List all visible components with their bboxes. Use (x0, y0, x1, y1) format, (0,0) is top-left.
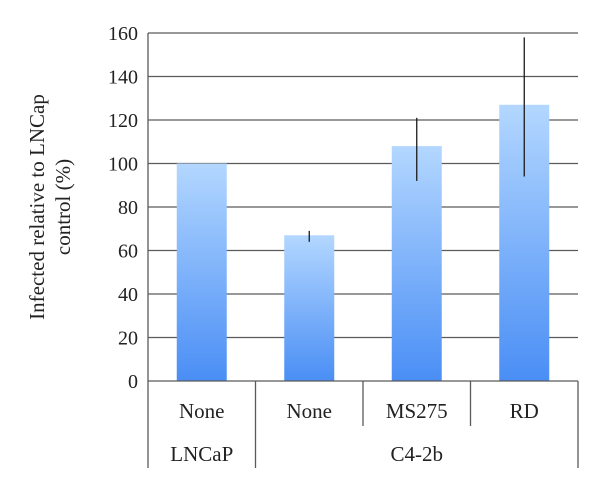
category-labels: None None MS275 RD LNCaP C4-2b (170, 399, 539, 466)
bar (391, 146, 442, 381)
axes (147, 33, 579, 468)
y-tick-label: 80 (118, 197, 138, 219)
y-tick-label: 20 (118, 328, 138, 350)
error-bars (308, 37, 525, 242)
y-tick-label: 160 (108, 23, 138, 45)
y-axis-title-line-2: control (%) (51, 159, 75, 255)
x-group-label: LNCaP (170, 442, 233, 466)
y-tick-label: 120 (108, 110, 138, 132)
x-group-label: C4-2b (391, 442, 444, 466)
bar (176, 163, 227, 381)
y-tick-label: 60 (118, 241, 138, 263)
bars (176, 104, 550, 382)
y-tick-labels: 0 20 40 60 80 100 120 140 160 (108, 23, 138, 393)
x-category-label: None (179, 399, 225, 423)
y-axis-title-line-1: Infected relative to LNCap (25, 94, 49, 320)
x-category-label: RD (510, 399, 539, 423)
y-tick-label: 100 (108, 154, 138, 176)
y-tick-label: 0 (128, 371, 138, 393)
bar (284, 235, 335, 381)
x-category-label: MS275 (386, 399, 448, 423)
y-tick-label: 40 (118, 284, 138, 306)
y-axis-title: Infected relative to LNCap control (%) (25, 94, 75, 320)
y-tick-label: 140 (108, 67, 138, 89)
x-category-label: None (287, 399, 333, 423)
